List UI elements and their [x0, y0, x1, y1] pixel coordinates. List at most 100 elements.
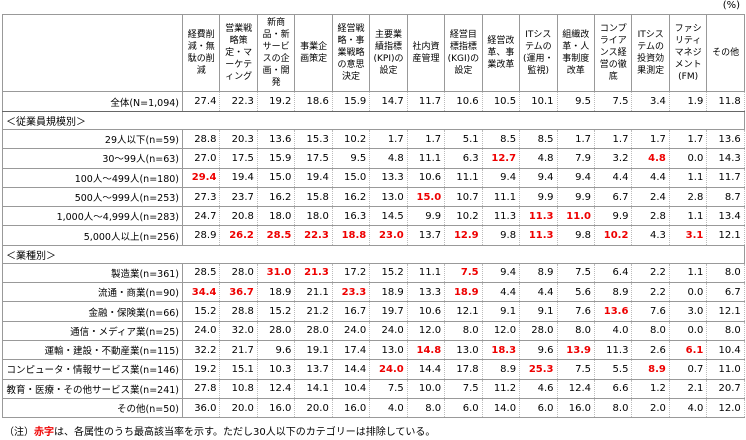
cell: 14.7 [369, 91, 408, 112]
cell: 4.4 [519, 282, 558, 303]
cell: 18.9 [369, 282, 408, 303]
cell: 13.6 [593, 301, 633, 322]
cell: 14.5 [369, 206, 408, 227]
cell: 5.6 [556, 282, 595, 303]
cell: 17.5 [294, 148, 333, 169]
cell: 12.0 [706, 397, 745, 419]
cell: 13.3 [406, 282, 446, 303]
cell: 10.8 [219, 378, 258, 399]
data-row: 金融・保険業(n=66) 15.2 28.8 15.2 21.2 16.7 19.7 10.6… [2, 301, 745, 322]
cell: 15.0 [331, 167, 371, 188]
cell: 8.5 [481, 128, 521, 150]
cell: 24.7 [181, 206, 221, 227]
cell: 6.4 [593, 262, 633, 284]
header-row: 経費削減・無駄の削減 営業戦略策定・マーケティング 新商品・新サービスの企画・開発事… [2, 14, 745, 92]
cell: 11.1 [406, 262, 446, 284]
cell: 15.8 [294, 186, 333, 208]
cell: 4.4 [593, 167, 633, 188]
cell: 11.1 [481, 186, 521, 208]
cell: 9.1 [519, 301, 558, 322]
cell: 14.8 [406, 339, 446, 361]
cell: 10.4 [706, 339, 745, 361]
cell: 12.0 [481, 320, 521, 341]
cell: 31.0 [256, 262, 296, 284]
row-label: 500人～999人(n=253) [2, 186, 183, 208]
cell: 24.0 [369, 320, 408, 341]
cell: 0.0 [668, 148, 708, 169]
cell: 11.7 [406, 91, 446, 112]
cell: 1.7 [369, 128, 408, 150]
cell: 12.1 [444, 301, 483, 322]
cell: 9.6 [519, 339, 558, 361]
row-label: 5,000人以上(n=256) [2, 225, 183, 246]
cell: 9.8 [481, 225, 521, 246]
cell: 4.0 [593, 320, 633, 341]
section-label: ＜従業員規模別＞ [2, 111, 745, 130]
cell: 7.5 [593, 91, 633, 112]
cell: 6.1 [668, 339, 708, 361]
cell: 20.3 [219, 128, 258, 150]
cell: 1.2 [631, 378, 670, 399]
cell: 8.7 [706, 186, 745, 208]
section-row: ＜業種別＞ [2, 244, 745, 264]
cell: 7.9 [556, 148, 595, 169]
cell: 10.7 [444, 186, 483, 208]
cell: 18.3 [481, 339, 521, 361]
cell: 32.2 [181, 339, 221, 361]
cell: 9.4 [556, 167, 595, 188]
cell: 13.0 [444, 339, 483, 361]
cell: 18.0 [294, 206, 333, 227]
cell: 27.4 [181, 91, 221, 112]
cell: 15.9 [256, 148, 296, 169]
cell: 1.7 [593, 128, 633, 150]
cell: 4.3 [631, 225, 670, 246]
cell: 13.0 [369, 186, 408, 208]
cell: 15.2 [256, 301, 296, 322]
cell: 11.8 [706, 91, 745, 112]
cell: 28.5 [181, 262, 221, 284]
cell: 9.6 [256, 339, 296, 361]
cell: 2.4 [631, 186, 670, 208]
cell: 18.6 [294, 91, 333, 112]
cell: 20.0 [219, 397, 258, 419]
section-row: ＜従業員規模別＞ [2, 111, 745, 130]
cell: 19.4 [219, 167, 258, 188]
cell: 17.4 [331, 339, 371, 361]
cell: 28.8 [219, 301, 258, 322]
data-table: 経費削減・無駄の削減 営業戦略策定・マーケティング 新商品・新サービスの企画・開発事… [2, 14, 745, 419]
cell: 14.4 [406, 359, 446, 380]
cell: 8.0 [593, 397, 633, 419]
cell: 2.8 [668, 186, 708, 208]
cell: 8.0 [631, 320, 670, 341]
cell: 16.7 [331, 301, 371, 322]
cell: 36.7 [219, 282, 258, 303]
cell: 15.1 [219, 359, 258, 380]
cell: 32.0 [219, 320, 258, 341]
cell: 19.1 [294, 339, 333, 361]
cell: 16.2 [331, 186, 371, 208]
data-row: 30～99人(n=63) 27.0 17.5 15.9 17.5 9.5 4.8 11.1 6.… [2, 148, 745, 169]
cell: 1.1 [668, 206, 708, 227]
row-label: 100人～499人(n=180) [2, 167, 183, 188]
cell: 13.0 [369, 339, 408, 361]
cell: 15.2 [181, 301, 221, 322]
cell: 6.0 [444, 397, 483, 419]
data-row: 1,000人～4,999人(n=283) 24.7 20.8 18.0 18.0 16.3… [2, 206, 745, 227]
cell: 12.1 [706, 301, 745, 322]
cell: 28.0 [256, 320, 296, 341]
cell: 21.3 [294, 262, 333, 284]
cell: 5.1 [444, 128, 483, 150]
cell: 2.2 [631, 262, 670, 284]
cell: 22.3 [294, 225, 333, 246]
cell: 17.5 [219, 148, 258, 169]
footnote: （注）赤字は、各属性のうち最高該当率を示す。ただし30人以下のカテゴリーは排除し… [4, 423, 435, 438]
cell: 34.4 [181, 282, 221, 303]
cell: 12.7 [481, 148, 521, 169]
cell: 11.3 [519, 225, 558, 246]
cell: 17.2 [331, 262, 371, 284]
note-text: は、各属性のうち最高該当率を示す。ただし30人以下のカテゴリーは排除している。 [54, 427, 436, 438]
cell: 27.3 [181, 186, 221, 208]
cell: 25.3 [519, 359, 558, 380]
cell: 8.9 [481, 359, 521, 380]
cell: 9.9 [556, 186, 595, 208]
